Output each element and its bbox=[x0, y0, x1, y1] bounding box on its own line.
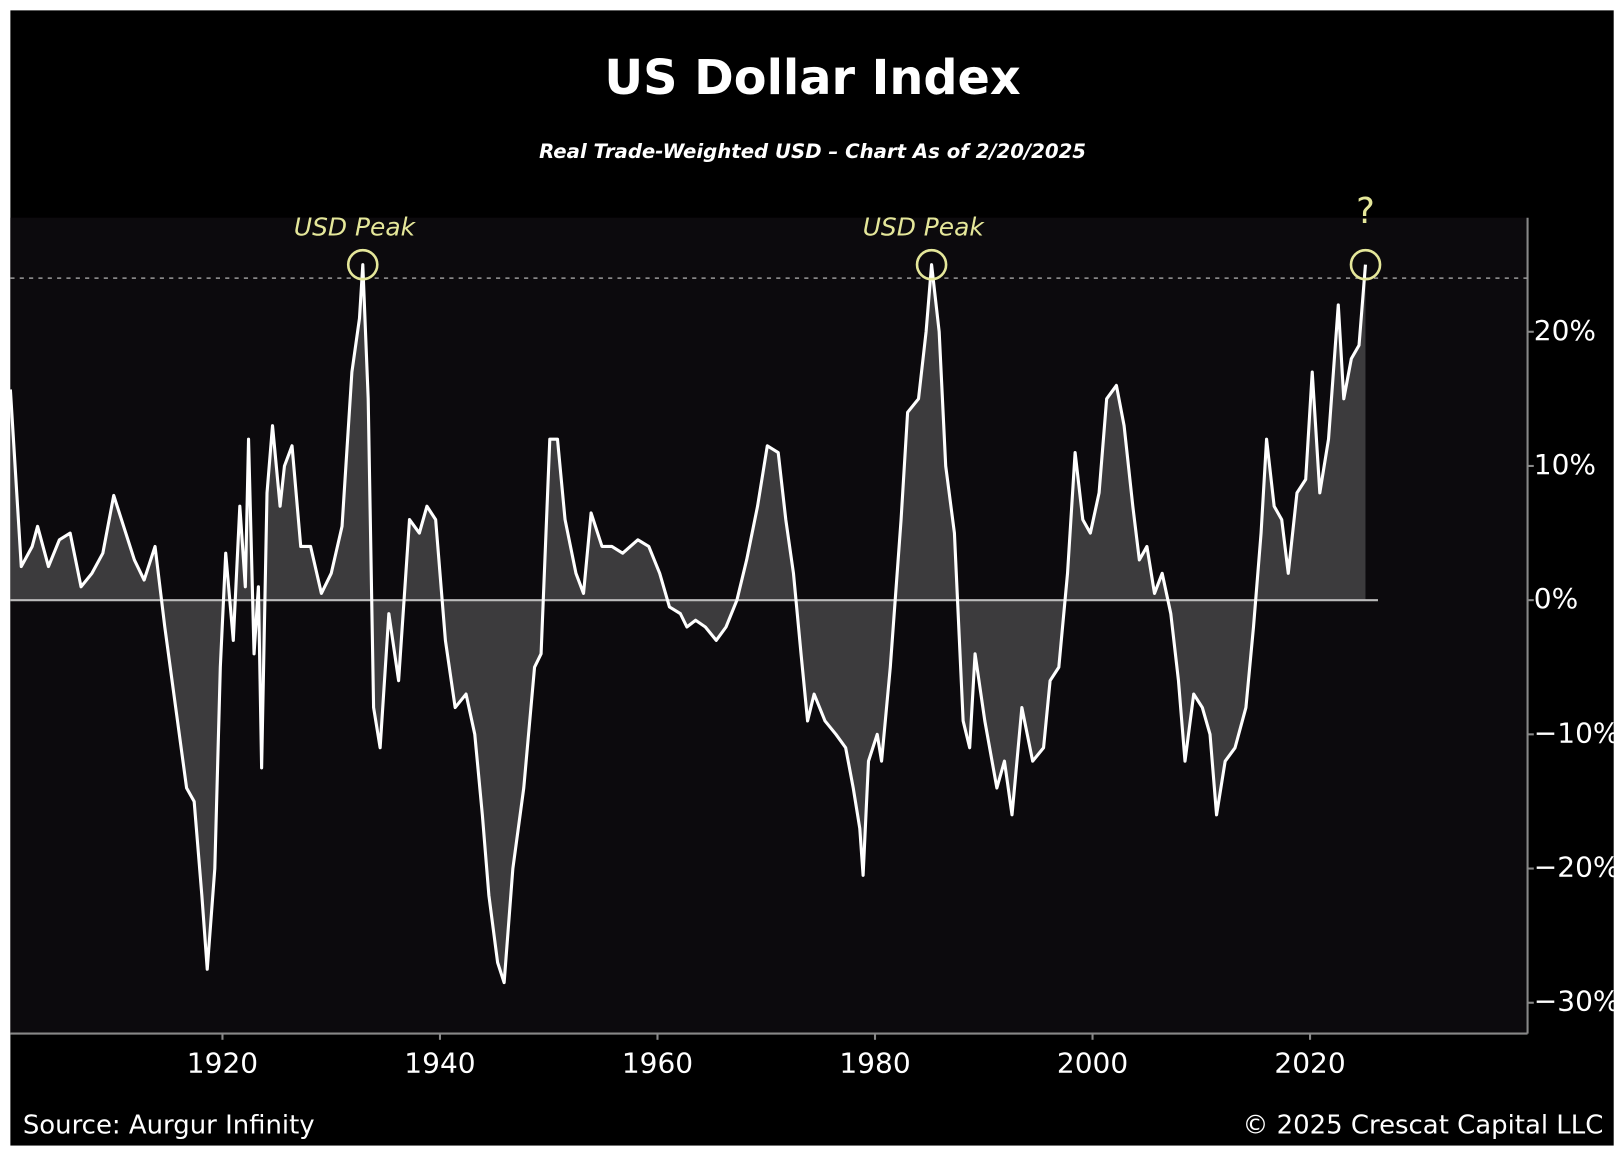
source: Source: Aurgur Infinity bbox=[23, 1110, 315, 1140]
y-tick-label: 0% bbox=[1534, 582, 1578, 615]
chart-subtitle: Real Trade-Weighted USD – Chart As of 2/… bbox=[539, 140, 1086, 163]
line bbox=[8, 263, 1368, 985]
credit: © 2025 Crescat Capital LLC bbox=[1242, 1110, 1603, 1140]
x-tick-label: 1980 bbox=[839, 1047, 910, 1080]
y-tick-label: −30% bbox=[1534, 985, 1620, 1018]
annotation-circle bbox=[915, 248, 948, 281]
x-tick-label: 2000 bbox=[1057, 1047, 1128, 1080]
annotation: USD Peak bbox=[863, 212, 986, 241]
annotation-circle bbox=[1349, 248, 1382, 281]
x-tick-label: 1960 bbox=[622, 1047, 693, 1080]
annotation: USD Peak bbox=[294, 212, 417, 241]
y-tick-label: −10% bbox=[1534, 716, 1620, 749]
annotation: ? bbox=[1356, 191, 1375, 232]
y-tick-label: −20% bbox=[1534, 851, 1620, 884]
x-tick-label: 1920 bbox=[187, 1047, 258, 1080]
annotation-circle bbox=[346, 248, 379, 281]
x-tick-label: 2020 bbox=[1274, 1047, 1345, 1080]
y-tick-label: 10% bbox=[1534, 448, 1596, 481]
plot-area bbox=[10, 217, 1528, 1034]
x-tick-label: 1940 bbox=[404, 1047, 475, 1080]
area bbox=[10, 264, 1366, 983]
chart-title: US Dollar Index bbox=[604, 51, 1021, 106]
y-tick-label: 20% bbox=[1534, 314, 1596, 347]
